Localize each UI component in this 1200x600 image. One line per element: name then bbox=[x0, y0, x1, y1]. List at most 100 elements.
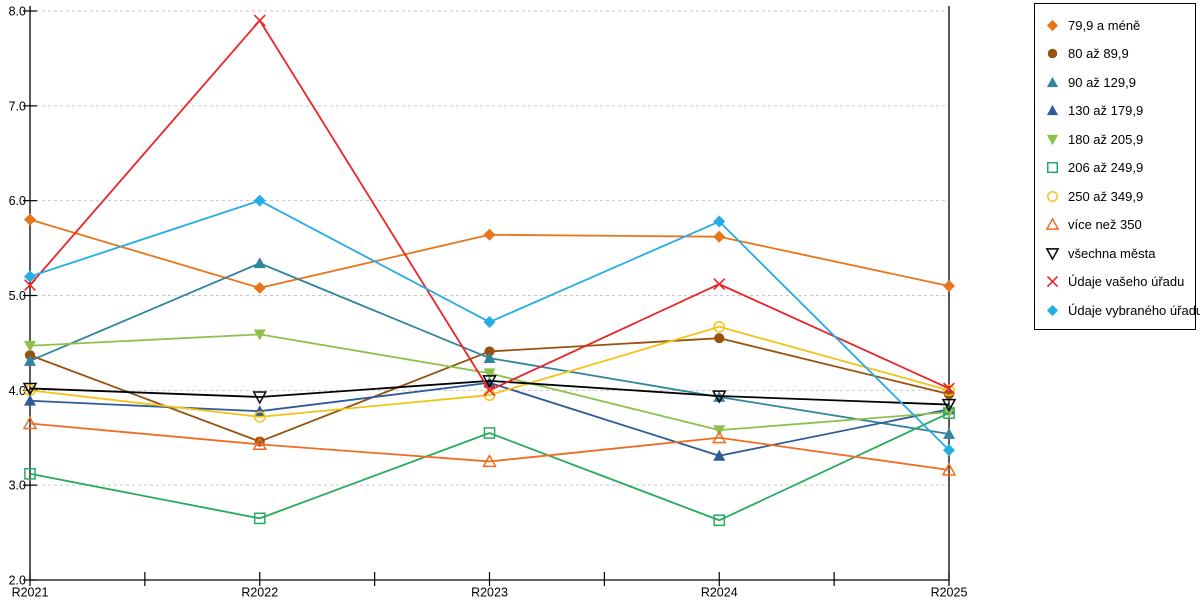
triangle-up-legend-icon bbox=[1046, 76, 1059, 87]
y-tick-label: 4.0 bbox=[9, 384, 26, 398]
x-tick-label: R2021 bbox=[12, 586, 49, 600]
triangle-down-legend-icon bbox=[1045, 247, 1060, 261]
triangle-up-legend-icon bbox=[1045, 217, 1060, 231]
diamond-marker bbox=[713, 230, 726, 243]
diamond-legend-icon bbox=[1046, 19, 1059, 31]
x-tick-label: R2022 bbox=[241, 586, 278, 600]
legend-item-label: 79,9 a méně bbox=[1068, 17, 1141, 33]
series-3 bbox=[24, 257, 955, 439]
diamond-marker bbox=[943, 280, 955, 293]
triangle-down-marker bbox=[253, 329, 266, 341]
legend-item-label: všechna města bbox=[1068, 245, 1156, 261]
square-marker bbox=[1046, 162, 1059, 174]
triangle-up-marker bbox=[482, 453, 497, 468]
triangle-up-marker bbox=[1046, 76, 1059, 87]
x-marker bbox=[253, 14, 266, 27]
legend-item-label: Údaje vybraného úřadu bbox=[1068, 302, 1200, 318]
legend-item: 250 až 349,9 bbox=[1035, 182, 1195, 211]
diamond-marker bbox=[483, 316, 496, 329]
x-marker bbox=[1046, 276, 1059, 288]
series-line bbox=[29, 325, 950, 418]
legend-item: 180 až 205,9 bbox=[1035, 125, 1195, 154]
x-legend-icon bbox=[1046, 276, 1059, 288]
legend-item-label: více než 350 bbox=[1068, 217, 1142, 233]
series-9 bbox=[22, 375, 957, 413]
triangle-down-marker bbox=[482, 375, 497, 389]
x-marker bbox=[24, 279, 36, 292]
square-marker bbox=[943, 407, 955, 419]
triangle-up-marker bbox=[24, 394, 36, 406]
legend-item-label: 130 až 179,9 bbox=[1068, 103, 1144, 119]
triangle-up-marker bbox=[483, 352, 496, 364]
y-tick-label: 3.0 bbox=[9, 479, 26, 493]
x-marker bbox=[713, 278, 726, 291]
diamond-marker bbox=[253, 281, 266, 294]
diamond-marker bbox=[483, 228, 496, 241]
circle-legend-icon bbox=[1047, 48, 1058, 59]
square-legend-icon bbox=[1046, 162, 1059, 174]
triangle-up-marker bbox=[24, 354, 36, 366]
triangle-up-marker bbox=[252, 436, 268, 451]
x-tick-label: R2024 bbox=[701, 586, 738, 600]
triangle-up-marker bbox=[711, 430, 727, 444]
triangle-down-marker bbox=[711, 390, 727, 404]
legend-item: 80 až 89,9 bbox=[1035, 40, 1195, 69]
legend-item-label: 80 až 89,9 bbox=[1068, 46, 1129, 62]
triangle-up-marker bbox=[253, 257, 266, 269]
legend-item: 206 až 249,9 bbox=[1035, 154, 1195, 183]
diamond-marker bbox=[1046, 304, 1059, 316]
triangle-up-marker bbox=[943, 427, 955, 439]
series-8 bbox=[22, 415, 957, 476]
series-10 bbox=[24, 14, 955, 397]
circle-marker bbox=[253, 411, 266, 423]
circle-marker bbox=[714, 333, 725, 344]
legend-item: Údaje vašeho úřadu bbox=[1035, 268, 1195, 297]
circle-marker bbox=[484, 346, 495, 357]
diamond-marker bbox=[253, 194, 266, 207]
y-tick-label: 5.0 bbox=[9, 289, 26, 303]
triangle-down-marker bbox=[1046, 134, 1059, 145]
circle-marker bbox=[943, 384, 955, 397]
legend-item-label: 180 až 205,9 bbox=[1068, 131, 1144, 147]
circle-marker bbox=[1046, 190, 1059, 202]
triangle-up-legend-icon bbox=[1046, 105, 1059, 116]
triangle-down-marker bbox=[252, 391, 268, 405]
triangle-down-marker bbox=[483, 368, 496, 380]
square-marker bbox=[483, 427, 496, 439]
legend-item: 79,9 a méně bbox=[1035, 11, 1195, 40]
triangle-down-marker bbox=[24, 340, 36, 352]
diamond-marker bbox=[24, 213, 36, 226]
x-tick-label: R2025 bbox=[931, 586, 968, 600]
triangle-down-marker bbox=[941, 398, 957, 413]
x-marker bbox=[483, 384, 496, 397]
legend: 79,9 a méně 80 až 89,9 90 až 129,9 130 až 1… bbox=[1034, 3, 1200, 330]
legend-item: všechna města bbox=[1035, 239, 1195, 268]
triangle-down-legend-icon bbox=[1046, 134, 1059, 145]
legend-item-label: 250 až 349,9 bbox=[1068, 188, 1144, 204]
square-marker bbox=[713, 514, 726, 527]
circle-marker bbox=[713, 320, 726, 333]
series-5 bbox=[24, 329, 955, 437]
series-1 bbox=[24, 213, 955, 294]
series-6 bbox=[24, 407, 955, 527]
legend-item: Údaje vybraného úřadu bbox=[1035, 296, 1200, 325]
diamond-marker bbox=[24, 270, 36, 283]
triangle-up-marker bbox=[22, 415, 38, 430]
triangle-up-marker bbox=[1046, 105, 1059, 116]
triangle-down-marker bbox=[22, 382, 38, 396]
legend-item: 90 až 129,9 bbox=[1035, 68, 1195, 97]
circle-marker bbox=[1047, 48, 1058, 59]
series-line bbox=[29, 422, 950, 471]
circle-legend-icon bbox=[1046, 190, 1059, 202]
triangle-up-marker bbox=[1045, 217, 1060, 231]
y-tick-label: 2.0 bbox=[9, 574, 26, 588]
legend-item-label: 206 až 249,9 bbox=[1068, 160, 1144, 176]
triangle-down-marker bbox=[943, 407, 955, 419]
x-marker bbox=[943, 382, 955, 395]
series-line bbox=[29, 19, 950, 392]
diamond-marker bbox=[1046, 19, 1059, 31]
square-marker bbox=[24, 467, 36, 480]
series-line bbox=[29, 379, 950, 406]
triangle-up-marker bbox=[713, 449, 726, 461]
